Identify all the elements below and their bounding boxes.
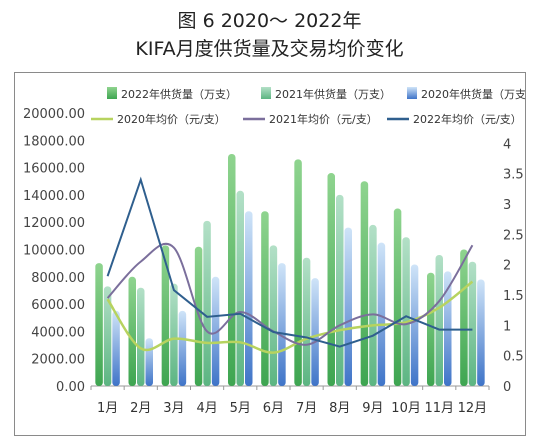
bar-2020-supply [178, 310, 187, 386]
bar-2022-supply [294, 159, 302, 386]
x-axis-category-label: 2月 [130, 401, 151, 416]
legend-label-line: 2021年均价（元/支） [269, 112, 378, 126]
left-axis-tick-label: 0.00 [56, 380, 85, 395]
legend-label-bar: 2022年供货量（万支） [121, 87, 237, 101]
bar-2022-supply [228, 153, 236, 386]
bar-2021-supply [269, 245, 278, 386]
right-axis-tick-label: 0.5 [503, 350, 524, 365]
left-axis-tick-label: 6000.00 [31, 298, 85, 313]
right-axis-tick-label: 2 [503, 259, 511, 274]
bar-2021-supply [402, 237, 410, 386]
x-axis-category-label: 6月 [263, 401, 284, 416]
bar-2022-supply [261, 211, 269, 386]
x-axis-category-label: 11月 [424, 401, 454, 416]
legend-swatch-bar [107, 87, 117, 99]
right-axis-tick-label: 3 [503, 198, 511, 213]
legend-label-line: 2022年均价（元/支） [413, 112, 522, 126]
bar-2022-supply [393, 208, 402, 386]
x-axis-category-label: 12月 [458, 401, 488, 416]
line-2020-price [106, 280, 474, 354]
bar-2021-supply [170, 283, 178, 386]
x-axis-category-label: 8月 [329, 401, 350, 416]
figure-title-line1: 图 6 2020～ 2022年 [177, 10, 362, 32]
left-axis-tick-label: 2000.00 [31, 353, 85, 368]
bar-2021-supply [468, 261, 477, 386]
bar-2020-supply [344, 227, 352, 386]
bar-2021-supply [203, 220, 211, 386]
x-axis-category-label: 7月 [296, 401, 317, 416]
bar-2021-supply [236, 190, 244, 386]
left-axis-tick-label: 14000.00 [23, 189, 85, 204]
x-axis-category-label: 10月 [391, 401, 421, 416]
bar-2020-supply [477, 279, 485, 386]
figure-title-line2: KIFA月度供货量及交易均价变化 [135, 38, 404, 60]
bar-2021-supply [369, 224, 377, 386]
x-axis-category-label: 5月 [230, 401, 251, 416]
bar-2022-supply [360, 181, 369, 386]
bar-2021-supply [435, 254, 443, 386]
legend-label-line: 2020年均价（元/支） [117, 112, 226, 126]
bar-2021-supply [336, 194, 344, 386]
bar-2020-supply [377, 242, 386, 386]
bar-2022-supply [427, 272, 435, 386]
left-axis-tick-label: 20000.00 [23, 107, 85, 122]
right-axis-tick-label: 1.5 [503, 289, 524, 304]
left-axis-tick-label: 16000.00 [23, 162, 85, 177]
right-axis-tick-label: 0 [503, 380, 511, 395]
left-axis-tick-label: 12000.00 [23, 216, 85, 231]
left-axis-tick-label: 18000.00 [23, 134, 85, 149]
bar-2022-supply [327, 173, 335, 386]
line-2021-price [106, 242, 474, 346]
right-axis-tick-label: 1 [503, 319, 511, 334]
bar-2020-supply [278, 263, 286, 386]
left-axis-tick-label: 4000.00 [31, 325, 85, 340]
bar-2022-supply [460, 249, 468, 386]
right-axis-tick-label: 3.5 [503, 168, 524, 183]
legend-label-bar: 2021年供货量（万支） [275, 87, 391, 101]
bar-2020-supply [245, 211, 253, 386]
left-axis-tick-label: 10000.00 [23, 244, 85, 259]
bar-2020-supply [311, 278, 319, 386]
x-axis-category-label: 9月 [362, 401, 383, 416]
legend-swatch-bar [261, 87, 271, 99]
bar-2020-supply [112, 310, 120, 386]
left-axis-tick-label: 8000.00 [31, 271, 85, 286]
bar-2022-supply [161, 245, 170, 386]
chart-svg: 0.00 2000.00 4000.00 6000.00 8000.00 10000.00… [23, 87, 537, 416]
right-axis-tick-label: 2.5 [503, 228, 524, 243]
bar-2020-supply [145, 338, 153, 386]
x-axis-category-label: 4月 [196, 401, 217, 416]
chart-panel: 0.00 2000.00 4000.00 6000.00 8000.00 10000.00… [14, 72, 537, 436]
x-axis-category-label: 3月 [163, 401, 184, 416]
bar-2022-supply [128, 276, 136, 386]
right-axis-tick-label: 4 [503, 137, 511, 152]
x-axis-category-label: 1月 [97, 401, 118, 416]
bar-2022-supply [95, 263, 103, 386]
bar-2020-supply [211, 276, 220, 386]
legend-swatch-bar [407, 87, 417, 99]
bar-2021-supply [302, 257, 311, 386]
bar-2021-supply [137, 287, 145, 386]
legend-label-bar: 2020年供货量（万支） [421, 87, 525, 101]
line-2022-price [106, 176, 473, 348]
bar-2020-supply [410, 264, 419, 386]
bar-2021-supply [103, 286, 112, 386]
